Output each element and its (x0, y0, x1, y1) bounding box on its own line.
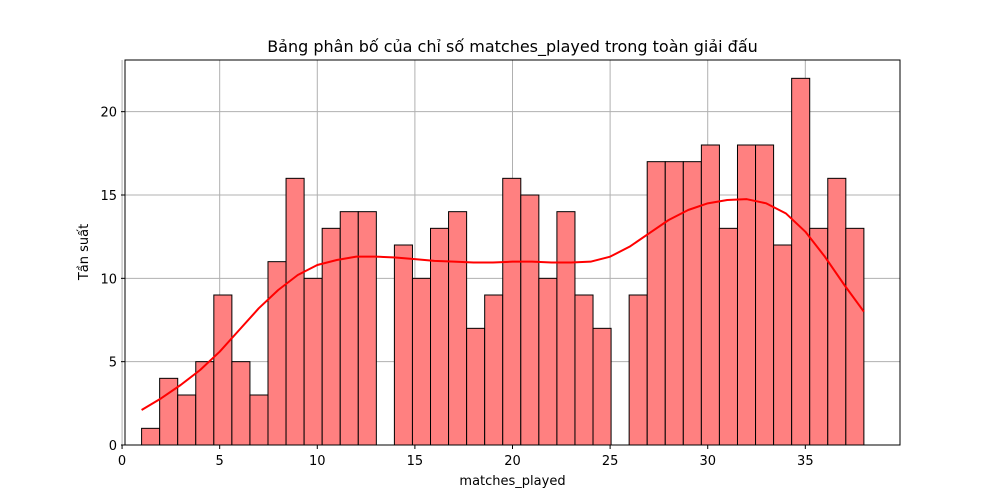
chart-title: Bảng phân bố của chỉ số matches_played t… (267, 37, 758, 57)
histogram-bar (736, 144, 757, 446)
x-tick-label: 10 (309, 454, 326, 469)
histogram-bar (285, 177, 305, 446)
histogram-bar (393, 244, 413, 446)
histogram-bar (538, 277, 558, 446)
kde-curve (141, 198, 865, 411)
histogram-bar (574, 294, 594, 446)
x-tick-label: 35 (797, 454, 814, 469)
histogram-bar (448, 211, 468, 446)
x-tick-label: 25 (602, 454, 619, 469)
histogram-bar (845, 227, 865, 446)
x-tick-label: 15 (407, 454, 424, 469)
histogram-bar (664, 161, 684, 446)
histogram-bar (249, 394, 269, 446)
y-tick-label: 0 (109, 439, 117, 454)
x-axis-label: matches_played (459, 474, 565, 489)
histogram-bar (628, 294, 648, 446)
histogram-bar (141, 427, 161, 446)
histogram-bar (755, 144, 775, 446)
y-tick-label: 10 (100, 272, 117, 287)
y-tick-label: 20 (100, 106, 117, 121)
histogram-bar (466, 327, 486, 446)
y-tick-label: 15 (100, 189, 117, 204)
histogram-bar (809, 227, 829, 446)
x-tick-label: 0 (118, 454, 126, 469)
histogram-bar (520, 194, 540, 446)
histogram-bar (231, 361, 251, 446)
x-tick-label: 30 (699, 454, 716, 469)
histogram-bars (141, 77, 865, 446)
histogram-bar (682, 161, 702, 446)
histogram-bar (484, 294, 504, 446)
histogram-bar (700, 144, 720, 446)
x-tick-label: 20 (504, 454, 521, 469)
histogram-bar (718, 227, 738, 446)
histogram-bar (303, 277, 323, 446)
histogram-bar (773, 244, 793, 446)
histogram-bar (213, 294, 233, 446)
histogram-bar (195, 361, 215, 446)
histogram-bar (267, 261, 287, 446)
histogram-bar (592, 327, 612, 446)
histogram-bar (556, 211, 576, 446)
y-axis-label: Tần suất (77, 224, 92, 281)
x-tick-label: 5 (216, 454, 224, 469)
histogram-bar (411, 277, 432, 446)
histogram-bar (357, 211, 377, 446)
histogram-bar (502, 177, 522, 446)
y-tick-label: 5 (109, 356, 117, 371)
histogram-bar (646, 161, 666, 446)
x-axis-ticks: 0 5 10 15 20 25 30 35 (118, 445, 814, 469)
histogram-bar (791, 77, 811, 446)
y-axis-ticks: 0 5 10 15 20 (100, 106, 125, 454)
histogram-bar (827, 177, 847, 446)
histogram-bar (339, 211, 359, 446)
histogram-bar (177, 394, 197, 446)
kde-curve-group (141, 198, 865, 411)
